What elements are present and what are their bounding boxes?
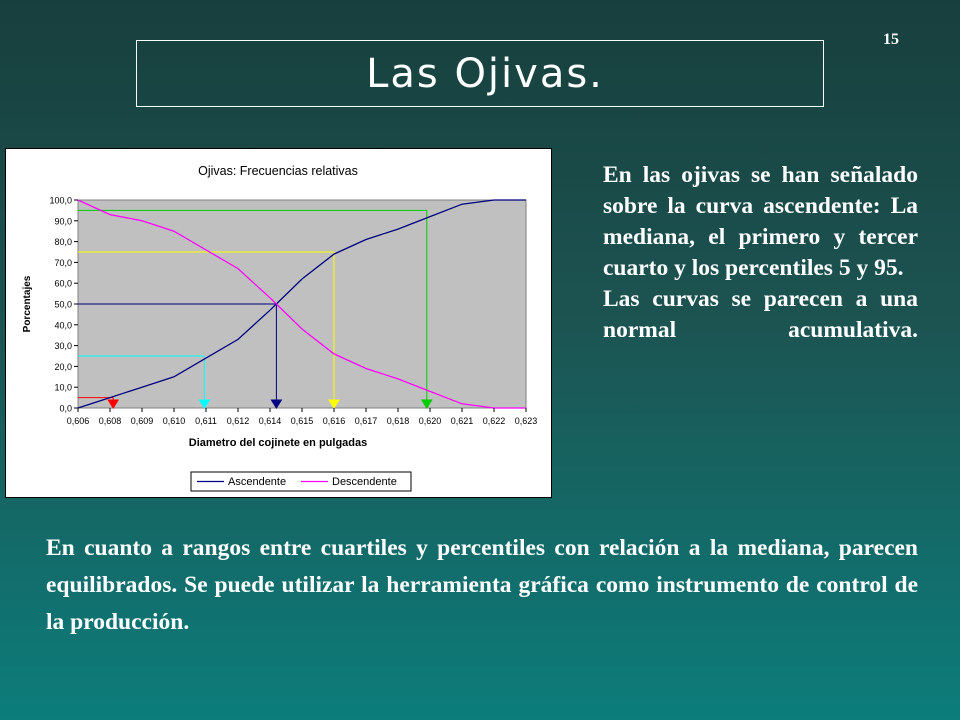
series-lines xyxy=(77,199,526,409)
y-tick-label: 40,0 xyxy=(54,320,72,330)
marker-arrow xyxy=(107,399,120,409)
series-line-ascendente xyxy=(77,199,526,409)
side-explanation: En las ojivas se han señalado sobre la c… xyxy=(603,160,918,346)
y-tick-label: 80,0 xyxy=(54,237,72,247)
y-tick-label: 70,0 xyxy=(54,258,72,268)
marker-arrow xyxy=(420,399,433,409)
legend-label-descendente: Descendente xyxy=(332,476,397,488)
x-tick-label: 0,617 xyxy=(355,416,378,426)
x-tick-label: 0,623 xyxy=(515,416,538,426)
x-axis-label: Diametro del cojinete en pulgadas xyxy=(189,437,368,449)
x-axis-ticks: 0,606 0,608 0,609 0,610 0,611 0,612 0,614 0,615… xyxy=(67,408,538,426)
marker-lines xyxy=(78,209,433,409)
x-tick-label: 0,606 xyxy=(67,416,90,426)
x-tick-label: 0,610 xyxy=(163,416,186,426)
x-tick-label: 0,614 xyxy=(259,416,282,426)
paragraph-ojivas: En las ojivas se han señalado sobre la c… xyxy=(603,162,918,281)
marker-arrow xyxy=(270,399,283,409)
y-tick-label: 10,0 xyxy=(54,383,72,393)
x-tick-label: 0,608 xyxy=(99,416,122,426)
y-tick-label: 100,0 xyxy=(49,196,72,206)
series-line-descendente xyxy=(77,199,526,409)
y-tick-label: 20,0 xyxy=(54,362,72,372)
paragraph-rangos: En cuanto a rangos entre cuartiles y per… xyxy=(46,535,918,635)
x-tick-label: 0,609 xyxy=(131,416,154,426)
chart-canvas: Ojivas: Frecuencias relativas 0,0 10,0 20,… xyxy=(22,164,538,492)
y-tick-label: 90,0 xyxy=(54,216,72,226)
x-tick-label: 0,612 xyxy=(227,416,250,426)
slide-title: Las Ojivas. xyxy=(366,50,604,97)
x-tick-label: 0,621 xyxy=(451,416,474,426)
chart-title: Ojivas: Frecuencias relativas xyxy=(198,164,358,178)
y-tick-label: 30,0 xyxy=(54,341,72,351)
marker-arrow xyxy=(328,399,340,409)
y-tick-label: 50,0 xyxy=(54,300,72,310)
paragraph-normal: Las curvas se parecen a una normal acumu… xyxy=(603,286,918,343)
x-tick-label: 0,611 xyxy=(195,416,217,426)
x-tick-label: 0,616 xyxy=(323,416,346,426)
legend-label-ascendente: Ascendente xyxy=(228,476,286,488)
y-axis-label: Porcentajes xyxy=(22,275,33,332)
y-axis-ticks: 0,0 10,0 20,0 30,0 40,0 50,0 60,0 70,0 80,0 90,0 1… xyxy=(49,196,78,414)
x-tick-label: 0,618 xyxy=(387,416,410,426)
x-tick-label: 0,620 xyxy=(419,416,442,426)
x-tick-label: 0,622 xyxy=(483,416,506,426)
marker-arrow xyxy=(198,399,211,409)
chart-legend: Ascendente Descendente xyxy=(190,471,412,492)
x-tick-label: 0,615 xyxy=(291,416,314,426)
slide-number: 15 xyxy=(883,31,899,48)
ogive-chart: Ojivas: Frecuencias relativas 0,0 10,0 20,… xyxy=(5,148,552,498)
y-tick-label: 0,0 xyxy=(59,404,72,414)
y-tick-label: 60,0 xyxy=(54,279,72,289)
title-box: Las Ojivas. xyxy=(136,40,824,107)
